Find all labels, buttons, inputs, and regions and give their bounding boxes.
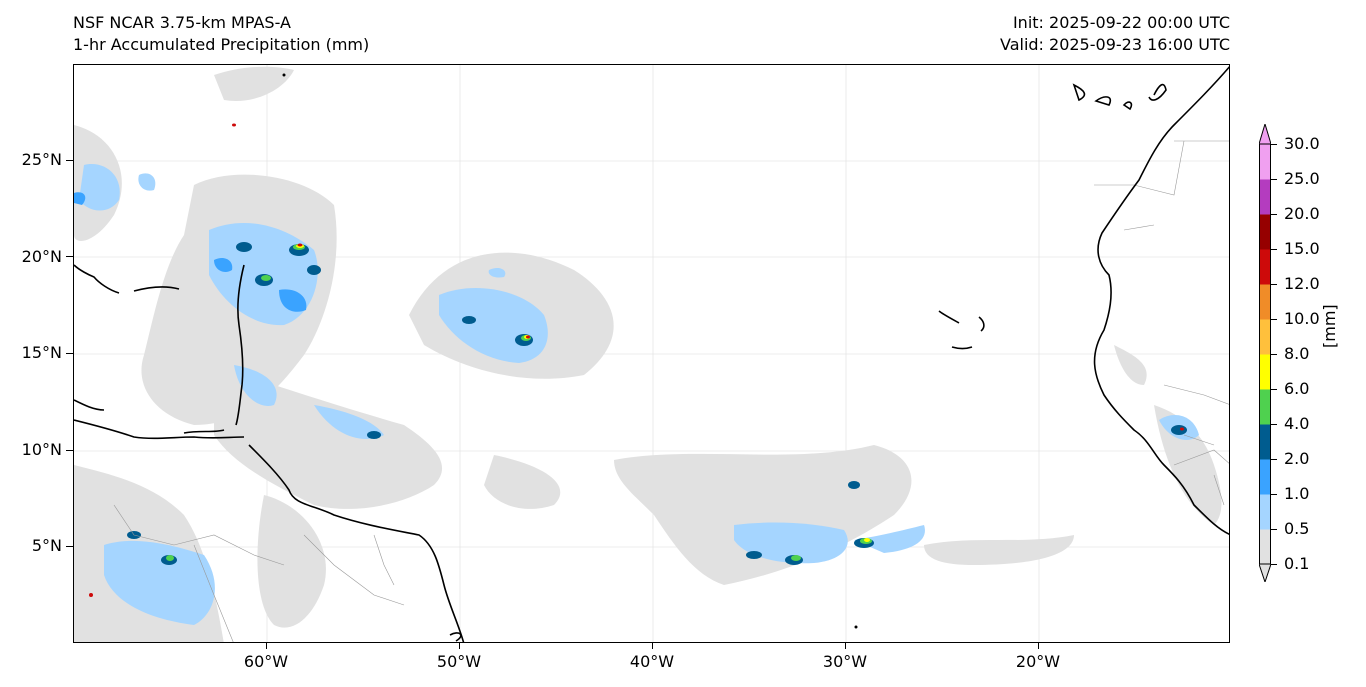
lat-tick [66, 256, 73, 257]
precip-heavy [74, 192, 307, 312]
lon-label-40w: 40°W [629, 652, 675, 671]
lon-tick [266, 643, 267, 649]
colorbar-tick [1271, 354, 1277, 355]
lon-label-20w: 20°W [1015, 652, 1061, 671]
colorbar-segment [1259, 389, 1271, 425]
colorbar-segment [1259, 214, 1271, 250]
colorbar-level-label: 10.0 [1284, 309, 1320, 328]
init-time: Init: 2025-09-22 00:00 UTC [1012, 13, 1230, 32]
colorbar-tick [1271, 319, 1277, 320]
colorbar-level-label: 4.0 [1284, 414, 1310, 433]
colorbar-segment [1259, 459, 1271, 495]
colorbar-segment [1259, 424, 1271, 460]
lat-label-10n: 10°N [21, 440, 62, 459]
variable-title: 1-hr Accumulated Precipitation (mm) [73, 35, 370, 54]
lon-label-30w: 30°W [822, 652, 868, 671]
colorbar-tick [1271, 144, 1277, 145]
colorbar-level-label: 8.0 [1284, 344, 1310, 363]
colorbar-segment [1259, 354, 1271, 390]
colorbar-extend-min [1259, 563, 1271, 582]
colorbar-segment [1259, 179, 1271, 215]
valid-time: Valid: 2025-09-23 16:00 UTC [999, 35, 1230, 54]
colorbar-segment [1259, 284, 1271, 320]
colorbar-level-label: 12.0 [1284, 274, 1320, 293]
colorbar-level-label: 6.0 [1284, 379, 1310, 398]
country-borders [113, 140, 1229, 642]
lon-label-60w: 60°W [243, 652, 289, 671]
colorbar-tick [1271, 494, 1277, 495]
colorbar-tick [1271, 564, 1277, 565]
colorbar-tick [1271, 284, 1277, 285]
title-right: Init: 2025-09-22 00:00 UTC Valid: 2025-0… [1000, 12, 1230, 56]
colorbar-level-label: 2.0 [1284, 449, 1310, 468]
lon-tick [652, 643, 653, 649]
colorbar-extend-max [1259, 124, 1271, 145]
colorbar-level-label: 25.0 [1284, 169, 1320, 188]
colorbar-tick [1271, 249, 1277, 250]
model-title: NSF NCAR 3.75-km MPAS-A [73, 13, 291, 32]
colorbar-level-label: 0.5 [1284, 519, 1310, 538]
colorbar-segment [1259, 249, 1271, 285]
colorbar-tick [1271, 424, 1277, 425]
colorbar-units: [mm] [1320, 304, 1339, 348]
colorbar-level-label: 20.0 [1284, 204, 1320, 223]
lat-tick [66, 160, 73, 161]
precip-light [74, 66, 1222, 642]
colorbar-tick [1271, 214, 1277, 215]
colorbar-tick [1271, 459, 1277, 460]
colorbar-segment [1259, 144, 1271, 180]
lon-tick [845, 643, 846, 649]
lat-label-5n: 5°N [31, 536, 62, 555]
lat-label-25n: 25°N [21, 150, 62, 169]
colorbar-level-label: 1.0 [1284, 484, 1310, 503]
colorbar-level-label: 15.0 [1284, 239, 1320, 258]
lon-tick [459, 643, 460, 649]
coastlines [74, 66, 1229, 642]
lat-tick [66, 546, 73, 547]
colorbar [1259, 124, 1271, 582]
precip-cells [89, 123, 1187, 597]
colorbar-segment [1259, 319, 1271, 355]
lat-label-15n: 15°N [21, 343, 62, 362]
lat-tick [66, 450, 73, 451]
colorbar-tick [1271, 529, 1277, 530]
colorbar-segment [1259, 494, 1271, 530]
lon-tick [1038, 643, 1039, 649]
precipitation-map [74, 65, 1229, 642]
lat-tick [66, 353, 73, 354]
lon-label-50w: 50°W [436, 652, 482, 671]
colorbar-tick [1271, 179, 1277, 180]
lat-label-20n: 20°N [21, 247, 62, 266]
colorbar-level-label: 30.0 [1284, 134, 1320, 153]
colorbar-tick [1271, 389, 1277, 390]
colorbar-segment [1259, 529, 1271, 565]
title-left: NSF NCAR 3.75-km MPAS-A 1-hr Accumulated… [73, 12, 369, 56]
colorbar-level-label: 0.1 [1284, 554, 1310, 573]
map-panel [73, 64, 1230, 643]
islands [282, 73, 858, 629]
